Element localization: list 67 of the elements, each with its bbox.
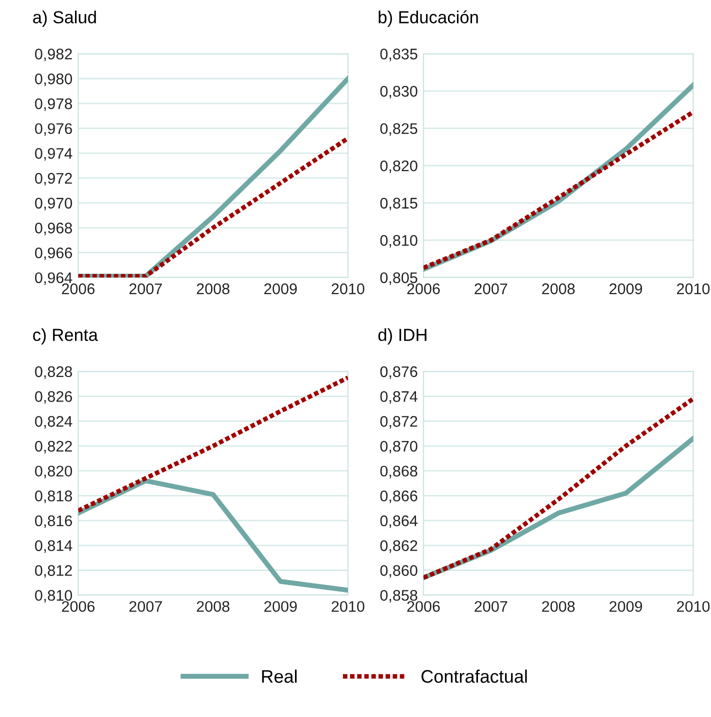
x-tick-label: 2006 [407, 283, 440, 294]
y-tick-label: 0,824 [35, 416, 72, 429]
chart-title: a) Salud [33, 10, 96, 27]
y-tick-label: 0,828 [35, 366, 72, 379]
y-tick-label: 0,835 [380, 48, 418, 62]
y-tick-label: 0,810 [35, 590, 72, 603]
x-tick-label: 2007 [129, 601, 162, 612]
line-series [78, 478, 348, 593]
y-tick-label: 0,976 [35, 123, 72, 136]
x-tick-label: 2006 [62, 601, 95, 612]
x-tick-label: 2009 [264, 283, 297, 294]
y-tick-label: 0,864 [380, 515, 418, 528]
x-tick-label: 2007 [474, 283, 508, 294]
y-tick-label: 0,818 [35, 490, 72, 504]
y-tick-label: 0,970 [35, 198, 72, 210]
x-tick-label: 2006 [407, 601, 440, 612]
line-series [423, 110, 694, 270]
legend-label: Contrafactual [422, 670, 527, 683]
x-tick-label: 2010 [677, 601, 710, 612]
y-tick-label: 0,860 [380, 565, 418, 578]
x-tick-label: 2007 [129, 283, 162, 294]
legend-label: Real [262, 670, 297, 683]
x-tick-label: 2008 [196, 601, 230, 612]
x-tick-label: 2009 [610, 283, 642, 294]
x-tick-label: 2007 [474, 601, 508, 612]
y-tick-label: 0,820 [35, 466, 72, 478]
x-tick-label: 2009 [610, 601, 642, 612]
y-tick-label: 0,858 [380, 590, 418, 603]
y-tick-label: 0,978 [35, 98, 72, 111]
x-tick-label: 2008 [542, 283, 575, 294]
chart-title: b) Educación [378, 10, 478, 27]
x-tick-label: 2010 [332, 601, 364, 612]
y-tick-label: 0,964 [35, 272, 72, 285]
chart-title: d) IDH [378, 328, 426, 344]
y-tick-label: 0,820 [380, 160, 418, 174]
y-tick-label: 0,980 [35, 73, 72, 86]
x-tick-label: 2006 [62, 283, 95, 294]
y-tick-label: 0,868 [380, 466, 418, 478]
y-tick-label: 0,874 [380, 391, 418, 404]
x-tick-label: 2010 [677, 283, 710, 294]
y-tick-label: 0,876 [380, 366, 418, 379]
line-series [423, 396, 694, 580]
x-tick-label: 2009 [264, 601, 297, 612]
y-tick-label: 0,966 [35, 247, 72, 260]
y-tick-label: 0,870 [380, 440, 418, 454]
y-tick-label: 0,816 [35, 515, 72, 528]
y-tick-label: 0,826 [35, 391, 72, 404]
y-tick-label: 0,812 [35, 565, 72, 578]
y-tick-label: 0,815 [380, 198, 418, 210]
y-tick-label: 0,862 [380, 540, 418, 553]
y-tick-label: 0,814 [35, 540, 72, 553]
chart-title: c) Renta [33, 328, 98, 344]
x-tick-label: 2008 [196, 283, 230, 294]
y-tick-label: 0,968 [35, 222, 72, 236]
y-tick-label: 0,830 [380, 86, 418, 99]
y-tick-label: 0,974 [35, 148, 72, 161]
line-series [78, 375, 348, 513]
y-tick-label: 0,825 [380, 123, 418, 136]
y-tick-label: 0,810 [380, 235, 418, 248]
y-tick-label: 0,982 [35, 48, 72, 62]
x-tick-label: 2010 [332, 283, 364, 294]
y-tick-label: 0,805 [380, 272, 418, 285]
x-tick-label: 2008 [542, 601, 575, 612]
y-tick-label: 0,872 [380, 416, 418, 429]
y-tick-label: 0,822 [35, 440, 72, 454]
y-tick-label: 0,972 [35, 172, 72, 186]
y-tick-label: 0,866 [380, 490, 418, 504]
